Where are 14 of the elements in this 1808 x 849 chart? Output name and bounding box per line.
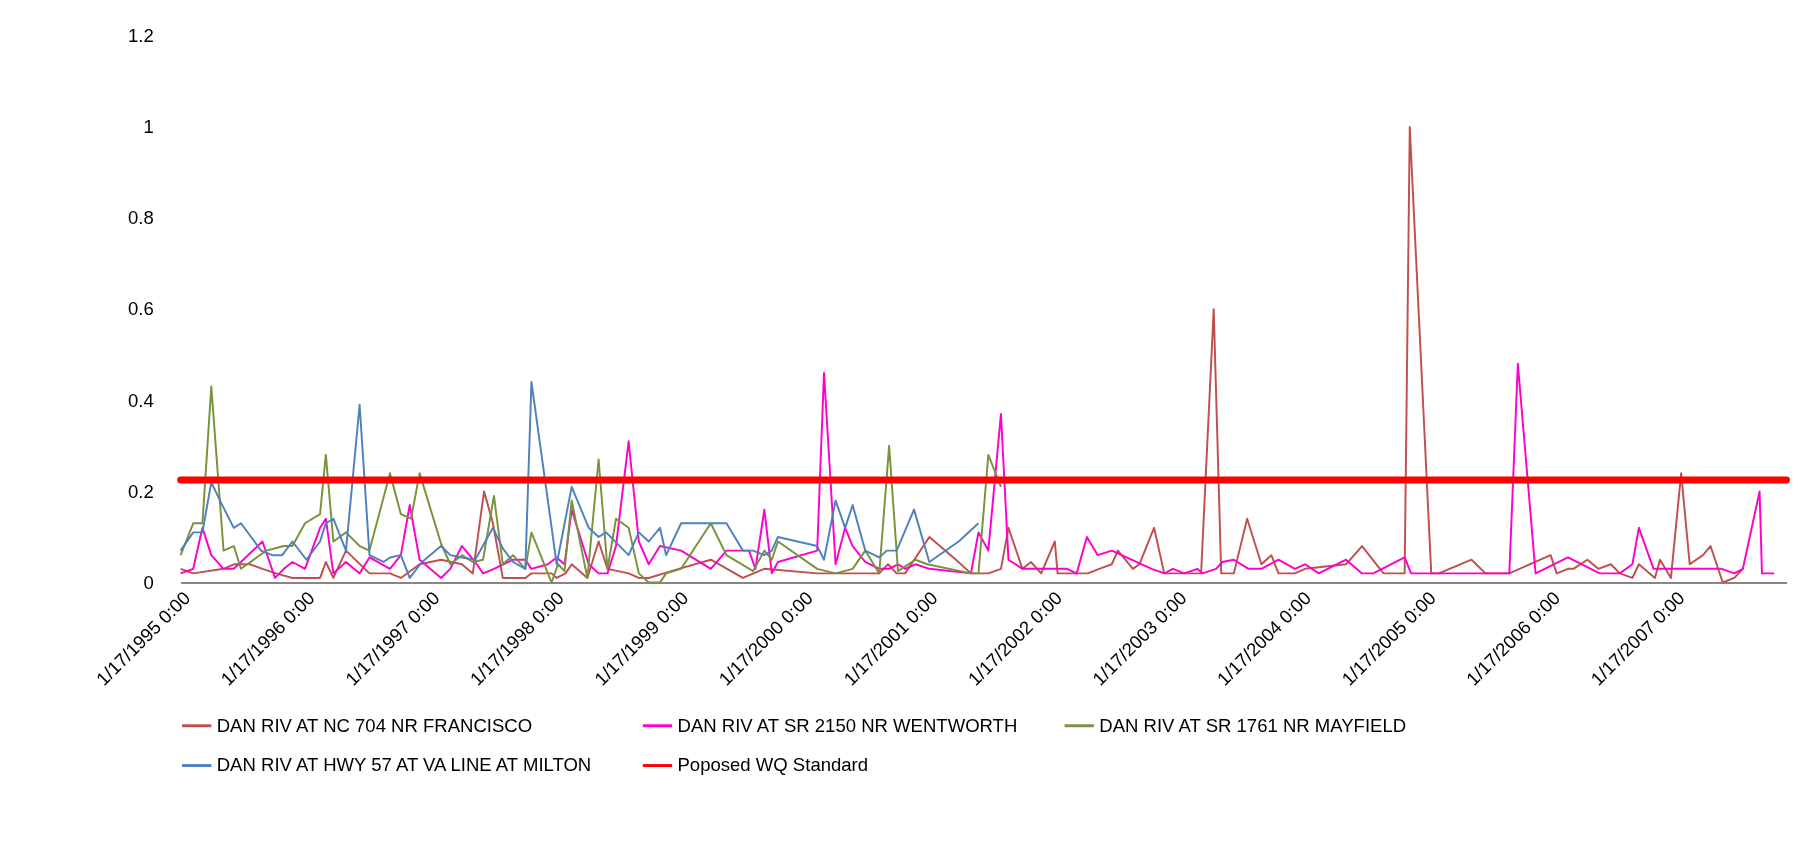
legend-label: DAN RIV AT SR 2150 NR WENTWORTH (677, 714, 1018, 736)
y-tick-label: 0.4 (127, 389, 154, 411)
y-tick-label: 0.6 (127, 298, 154, 320)
line-series (179, 362, 1776, 579)
line-series (179, 125, 1744, 584)
y-tick-label: 1 (143, 116, 154, 138)
y-tick-label: 1.2 (127, 25, 154, 47)
legend-label: DAN RIV AT NC 704 NR FRANCISCO (216, 714, 533, 736)
y-tick-label: 0 (143, 571, 154, 593)
legend-label: Poposed WQ Standard (677, 754, 869, 776)
legend-label: DAN RIV AT HWY 57 AT VA LINE AT MILTON (216, 754, 592, 776)
legend-label: DAN RIV AT SR 1761 NR MAYFIELD (1099, 714, 1407, 736)
y-tick-label: 0.2 (127, 480, 154, 502)
y-tick-label: 0.8 (127, 207, 154, 229)
